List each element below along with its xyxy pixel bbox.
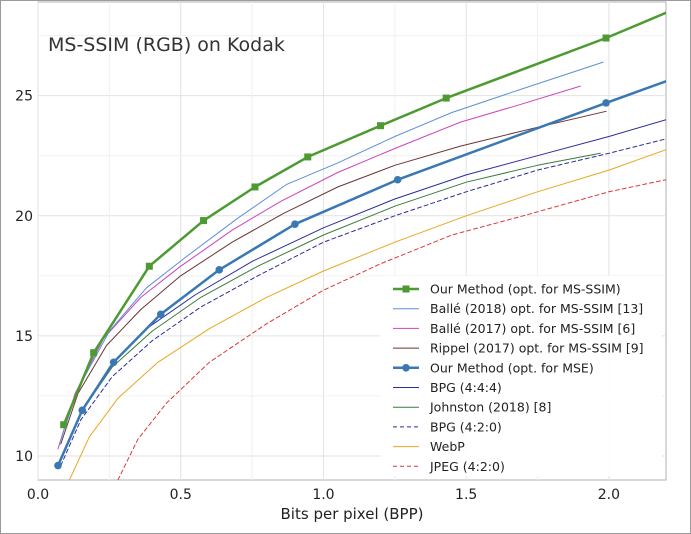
data-point [304, 153, 312, 161]
data-point [78, 406, 87, 415]
legend-label: BPG (4:2:0) [430, 419, 502, 434]
legend-item: Johnston (2018) [8] [393, 400, 551, 415]
data-point [393, 175, 402, 184]
legend-label: Rippel (2017) opt. for MS-SSIM [9] [430, 341, 644, 356]
data-point [215, 266, 224, 274]
y-tick-label: 10 [15, 449, 33, 465]
data-point [145, 262, 153, 270]
legend-item: Ballé (2017) opt. for MS-SSIM [6] [393, 321, 635, 336]
chart-title: MS-SSIM (RGB) on Kodak [48, 34, 285, 56]
series-webp [68, 149, 666, 480]
series-line [62, 11, 666, 427]
data-point [54, 461, 62, 470]
series-line [60, 110, 607, 445]
series-line [57, 85, 581, 450]
series-our-method-opt-for-ms-ssim [60, 11, 666, 429]
series-line [60, 138, 666, 467]
legend: Our Method (opt. for MS-SSIM) Ballé (2018… [380, 276, 662, 476]
axis-ticks: 0.0 0.5 1.0 1.5 2.0 10 15 20 25 [15, 89, 620, 503]
legend-marker [402, 285, 410, 293]
data-point [200, 217, 208, 225]
data-point [602, 34, 610, 42]
legend-label: Johnston (2018) [8] [429, 400, 551, 415]
y-tick-label: 25 [15, 89, 33, 105]
legend-item: Ballé (2018) opt. for MS-SSIM [13] [393, 301, 643, 316]
x-tick-label: 1.5 [455, 487, 477, 503]
legend-item: Our Method (opt. for MSE) [393, 360, 594, 375]
legend-item: WebP [393, 439, 465, 454]
data-point [90, 349, 98, 357]
legend-label: Ballé (2018) opt. for MS-SSIM [13] [430, 301, 643, 316]
series-jpeg-4-2-0 [117, 179, 666, 480]
series-line [58, 61, 604, 445]
legend-label: Our Method (opt. for MS-SSIM) [430, 282, 621, 297]
legend-label: JPEG (4:2:0) [429, 459, 505, 474]
legend-item: BPG (4:2:0) [393, 419, 502, 434]
data-point [251, 183, 259, 191]
legend-box [380, 276, 662, 476]
data-point [442, 94, 450, 102]
legend-item: JPEG (4:2:0) [393, 459, 505, 474]
data-point [60, 421, 68, 429]
series-bpg-4-2-0 [60, 138, 666, 467]
x-tick-label: 2.0 [598, 487, 620, 503]
series-ball-2017-opt-for-ms-ssim-6 [57, 85, 581, 450]
data-point [602, 99, 610, 107]
series-layer [54, 11, 666, 480]
legend-marker [402, 364, 410, 372]
data-point [109, 358, 118, 367]
legend-label: BPG (4:4:4) [430, 380, 502, 395]
legend-item: BPG (4:4:4) [393, 380, 502, 395]
x-tick-label: 0.5 [170, 487, 192, 503]
series-rippel-2017-opt-for-ms-ssim-9 [60, 110, 607, 445]
x-tick-label: 1.0 [312, 487, 334, 503]
data-point [377, 122, 385, 130]
series-ball-2018-opt-for-ms-ssim-13 [58, 61, 604, 445]
y-tick-label: 20 [15, 209, 33, 225]
legend-label: WebP [430, 439, 465, 454]
data-point [156, 310, 165, 319]
legend-label: Our Method (opt. for MSE) [430, 360, 594, 375]
series-our-method-opt-for-mse [54, 80, 666, 470]
legend-item: Rippel (2017) opt. for MS-SSIM [9] [393, 341, 644, 356]
x-axis-label: Bits per pixel (BPP) [281, 505, 424, 523]
data-point [291, 220, 299, 228]
legend-item: Our Method (opt. for MS-SSIM) [393, 282, 621, 297]
series-line [117, 179, 666, 480]
legend-label: Ballé (2017) opt. for MS-SSIM [6] [430, 321, 635, 336]
y-tick-label: 15 [15, 329, 33, 345]
series-line [68, 149, 666, 480]
x-tick-label: 0.0 [27, 487, 49, 503]
legend-items: Our Method (opt. for MS-SSIM) Ballé (2018… [393, 282, 644, 474]
